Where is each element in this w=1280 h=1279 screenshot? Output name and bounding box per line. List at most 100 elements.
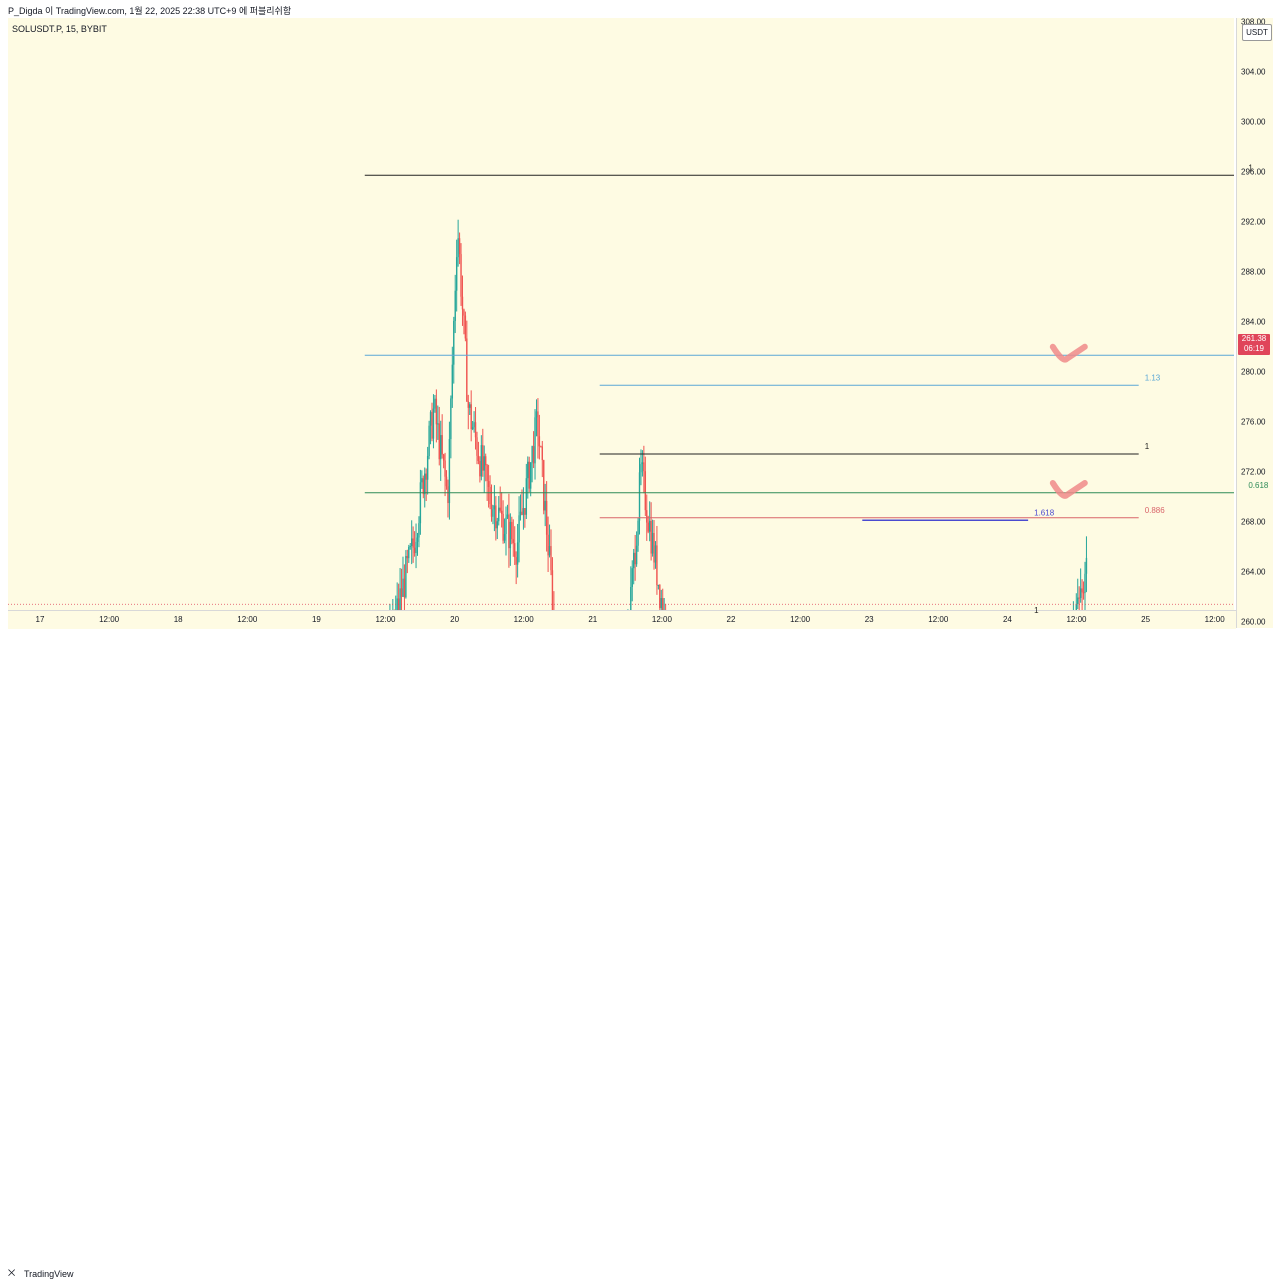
price-tick-label: 308.00 — [1241, 18, 1266, 27]
candle-body — [512, 539, 514, 544]
check-marker — [1049, 343, 1088, 363]
candle-body — [435, 398, 438, 425]
time-tick-label: 12:00 — [928, 615, 949, 624]
candle-body — [547, 534, 549, 556]
candle-body — [1077, 597, 1079, 604]
candle-body — [1082, 592, 1085, 594]
candle-body — [535, 411, 538, 418]
price-tick-label: 284.00 — [1241, 318, 1266, 327]
candle-body — [473, 422, 475, 428]
time-axis[interactable] — [8, 610, 1236, 629]
candle-body — [451, 364, 454, 399]
price-tick-label: 280.00 — [1241, 368, 1266, 377]
candle-body — [499, 507, 501, 511]
candle-body — [402, 578, 404, 597]
candle-body — [653, 532, 655, 563]
candle-body — [432, 408, 435, 439]
candle-body — [467, 401, 469, 408]
level-label-ext-1618: 1.618 — [1034, 508, 1055, 517]
candle-body — [1079, 588, 1082, 598]
candle-body — [434, 398, 436, 409]
candle-body — [538, 436, 541, 447]
candle-body — [460, 254, 462, 297]
candle-body — [410, 538, 413, 547]
current-price-countdown: 06:19 — [1243, 344, 1265, 353]
candle-body — [528, 461, 530, 489]
candle-body — [635, 545, 638, 565]
price-tick-label: 268.00 — [1241, 518, 1266, 527]
candle-body — [646, 510, 648, 523]
candle-body — [450, 398, 452, 440]
candle-body — [495, 505, 497, 529]
candle-body — [470, 404, 472, 430]
candle-body — [551, 570, 554, 610]
candle-body — [534, 417, 536, 464]
candle-body — [503, 534, 506, 541]
candle-body — [640, 464, 642, 473]
time-tick-label: 12:00 — [1205, 615, 1226, 624]
candle-body — [476, 437, 478, 456]
price-tick-label: 276.00 — [1241, 418, 1266, 427]
candle-body — [506, 514, 509, 518]
time-tick-label: 19 — [312, 615, 321, 624]
candle-body — [405, 556, 407, 598]
candles — [389, 219, 1088, 631]
candle-body — [429, 412, 432, 426]
candle-body — [484, 456, 487, 466]
time-tick-label: 24 — [1003, 615, 1012, 624]
chart-plot-area[interactable] — [8, 18, 1234, 610]
candle-body — [461, 296, 464, 310]
candle-body — [545, 500, 548, 535]
candle-body — [1081, 588, 1083, 593]
candle-body — [400, 588, 403, 597]
time-tick-label: 12:00 — [652, 615, 673, 624]
candle-body — [500, 510, 503, 514]
current-price-tag: 261.38 06:19 — [1238, 334, 1270, 355]
candle-body — [540, 446, 542, 448]
candle-body — [409, 546, 411, 548]
candle-body — [522, 508, 525, 515]
candle-body — [529, 462, 532, 489]
publish-caption: P_Digda 이 TradingView.com, 1월 22, 2025 2… — [8, 6, 292, 16]
candle-body — [521, 511, 523, 515]
candle-body — [419, 482, 422, 524]
brand-name: TradingView — [24, 1269, 74, 1279]
candle-body — [464, 315, 467, 339]
candle-body — [466, 338, 468, 402]
candle-body — [633, 552, 635, 569]
candle-body — [515, 557, 517, 565]
candle-body — [537, 411, 539, 437]
candle-body — [505, 517, 507, 535]
time-tick-label: 12:00 — [514, 615, 535, 624]
price-tick-label: 300.00 — [1241, 118, 1266, 127]
candle-body — [437, 423, 439, 425]
time-tick-label: 17 — [36, 615, 45, 624]
candle-body — [1073, 624, 1074, 631]
candle-body — [656, 545, 658, 586]
time-tick-label: 22 — [727, 615, 736, 624]
candle-body — [659, 584, 661, 609]
candle-body — [413, 547, 416, 554]
level-label-fib-b-0886: 0.886 — [1145, 506, 1166, 515]
currency-button[interactable]: USDT — [1242, 24, 1272, 41]
price-axis[interactable] — [1236, 18, 1273, 628]
candle-body — [418, 523, 420, 538]
candle-body — [454, 290, 456, 321]
time-tick-label: 12:00 — [1066, 615, 1087, 624]
candle-body — [469, 404, 471, 408]
level-label-fib-b-1: 1 — [1145, 442, 1150, 451]
candle-body — [489, 486, 491, 505]
candle-body — [422, 478, 424, 495]
candle-body — [548, 546, 551, 556]
candle-body — [553, 611, 554, 612]
footer: ⨉ TradingView — [0, 632, 1280, 1279]
candle-body — [490, 504, 493, 517]
candle-body — [431, 412, 433, 439]
candle-body — [634, 552, 636, 565]
candle-body — [421, 478, 423, 483]
candle-body — [544, 500, 546, 511]
current-price-value: 261.38 — [1241, 334, 1267, 343]
candle-body — [425, 473, 427, 480]
candle-body — [657, 584, 660, 586]
price-tick-label: 296.00 — [1241, 168, 1266, 177]
